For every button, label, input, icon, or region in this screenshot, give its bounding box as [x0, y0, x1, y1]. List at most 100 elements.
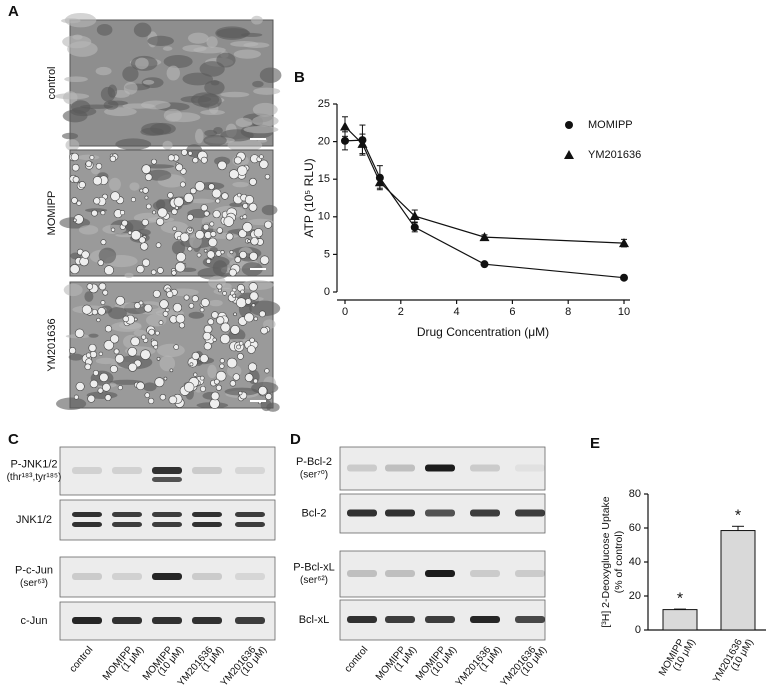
- vacuole: [220, 250, 225, 255]
- vacuole: [194, 181, 205, 192]
- vacuole: [150, 269, 157, 275]
- vacuole: [235, 297, 247, 308]
- texture: [108, 307, 127, 320]
- vacuole: [156, 217, 165, 226]
- vacuole: [221, 192, 229, 200]
- panel-label: D: [290, 431, 301, 448]
- vacuole: [75, 381, 85, 392]
- vacuole: [253, 316, 258, 321]
- vacuole: [248, 282, 258, 292]
- texture: [123, 81, 138, 95]
- texture: [141, 122, 172, 136]
- bar: [720, 530, 756, 631]
- band: [347, 464, 377, 472]
- vacuole: [233, 156, 242, 165]
- vacuole: [200, 298, 210, 307]
- vacuole: [232, 373, 241, 381]
- texture: [235, 117, 253, 128]
- y-axis-label: ATP (10⁵ RLU): [302, 158, 316, 237]
- vacuole: [113, 348, 120, 355]
- vacuole: [168, 395, 178, 405]
- vacuole: [211, 188, 222, 199]
- band: [152, 512, 182, 517]
- vacuole: [200, 156, 208, 164]
- texture: [182, 44, 207, 52]
- vacuole: [249, 291, 259, 301]
- vacuole: [249, 251, 258, 261]
- scale-bar: [250, 400, 266, 402]
- texture: [76, 154, 100, 161]
- vacuole: [211, 311, 219, 319]
- vacuole: [260, 326, 268, 335]
- vacuole: [92, 370, 99, 376]
- vacuole: [145, 203, 152, 210]
- scale-bar: [250, 138, 266, 140]
- vacuole: [119, 210, 126, 216]
- texture: [182, 72, 214, 86]
- vacuole: [183, 294, 190, 301]
- band: [470, 570, 500, 577]
- vacuole: [244, 312, 254, 323]
- vacuole: [86, 283, 94, 290]
- texture: [98, 247, 117, 264]
- vacuole: [68, 347, 77, 355]
- band: [425, 509, 455, 517]
- band: [192, 467, 222, 474]
- vacuole: [175, 313, 186, 324]
- texture: [65, 139, 80, 152]
- vacuole: [110, 334, 120, 344]
- vacuole: [207, 318, 215, 326]
- texture: [159, 355, 176, 372]
- vacuole: [167, 154, 175, 162]
- band: [235, 617, 265, 624]
- texture: [88, 333, 99, 338]
- vacuole: [152, 289, 161, 298]
- vacuole: [222, 291, 227, 296]
- vacuole: [233, 312, 237, 317]
- x-tick-label: 10: [618, 306, 630, 318]
- legend-label: YM201636: [588, 149, 641, 161]
- vacuole: [91, 309, 98, 316]
- vacuole: [223, 216, 234, 227]
- texture: [96, 23, 113, 36]
- vacuole: [175, 163, 184, 172]
- band: [152, 573, 182, 580]
- vacuole: [98, 282, 107, 291]
- texture: [122, 66, 139, 82]
- vacuole: [172, 226, 177, 231]
- x-tick-label: 4: [454, 306, 460, 318]
- vacuole: [216, 316, 225, 325]
- vacuole: [212, 210, 221, 219]
- vacuole: [85, 160, 93, 168]
- texture: [135, 57, 149, 70]
- vacuole: [72, 176, 80, 183]
- y-tick-label: 5: [324, 248, 330, 260]
- vacuole: [226, 357, 238, 369]
- x-tick-label: 2: [398, 306, 404, 318]
- vacuole: [205, 258, 212, 264]
- vacuole: [179, 232, 190, 243]
- texture: [142, 79, 155, 85]
- row-label: P-Bcl-2: [296, 456, 332, 468]
- vacuole: [78, 181, 86, 189]
- texture: [122, 219, 147, 232]
- band: [235, 522, 265, 527]
- vacuole: [134, 302, 141, 309]
- vacuole: [191, 295, 199, 303]
- vacuole: [109, 364, 118, 373]
- band: [235, 467, 265, 474]
- texture: [188, 198, 215, 204]
- band: [72, 522, 102, 527]
- vacuole: [102, 289, 109, 296]
- texture: [122, 103, 155, 109]
- vacuole: [186, 213, 194, 221]
- vacuole: [212, 337, 217, 342]
- texture: [162, 140, 173, 150]
- band: [112, 617, 142, 624]
- row-label: JNK1/2: [16, 514, 52, 526]
- data-point: [620, 273, 628, 282]
- vacuole: [253, 378, 258, 384]
- vacuole: [70, 152, 79, 162]
- texture: [208, 299, 223, 307]
- vacuole: [96, 317, 101, 323]
